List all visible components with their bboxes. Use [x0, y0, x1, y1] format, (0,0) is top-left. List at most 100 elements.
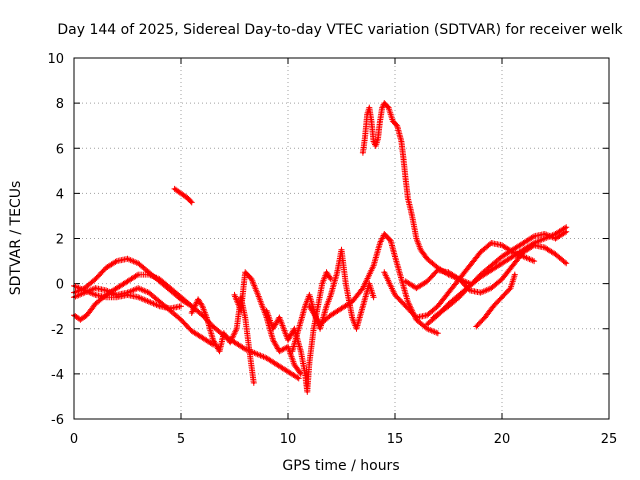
data-point: [425, 257, 429, 261]
data-point: [378, 241, 382, 245]
data-point: [511, 248, 514, 251]
y-tick-label: 6: [56, 142, 64, 157]
data-point: [351, 300, 354, 303]
data-point: [293, 327, 296, 330]
data-point: [393, 293, 397, 297]
data-point: [158, 300, 161, 303]
data-point: [308, 304, 311, 308]
data-point: [303, 372, 307, 376]
data-point: [500, 277, 504, 281]
data-point: [115, 295, 119, 299]
data-point: [543, 232, 546, 236]
data-point: [190, 311, 193, 315]
data-point: [393, 255, 397, 258]
data-point: [126, 293, 129, 297]
data-point: [363, 135, 367, 139]
series-track-e: [171, 185, 195, 206]
data-point: [436, 332, 439, 335]
series-track-l: [381, 240, 538, 321]
series-markers: [289, 246, 377, 355]
series-track-k: [359, 100, 473, 287]
data-point: [372, 264, 375, 267]
y-axis-label: SDTVAR / TECUs: [8, 181, 24, 296]
data-point: [483, 316, 487, 319]
data-point: [378, 119, 382, 123]
data-point: [201, 304, 204, 308]
data-point: [372, 295, 375, 299]
x-tick-label: 15: [387, 432, 404, 447]
data-point: [522, 241, 525, 245]
data-point: [254, 352, 258, 355]
data-point: [286, 338, 290, 342]
grid-lines: [74, 58, 609, 419]
data-point: [419, 248, 422, 251]
data-point: [415, 237, 418, 240]
data-point: [509, 286, 512, 290]
data-point: [137, 295, 140, 299]
data-point: [158, 304, 161, 308]
data-point: [406, 196, 410, 200]
axis-ticks: 0 5 10 15 20 25 -6 -4 -2 0 2 4 6 8 10: [47, 52, 617, 447]
data-point: [543, 246, 546, 249]
y-tick-label: 10: [47, 52, 64, 67]
data-point: [147, 300, 151, 303]
data-point: [286, 370, 290, 373]
data-point: [490, 286, 493, 290]
data-point: [554, 232, 557, 236]
data-point: [179, 192, 183, 195]
data-point: [94, 277, 97, 281]
data-point: [554, 253, 557, 256]
data-point: [147, 291, 151, 294]
data-point: [94, 286, 97, 290]
data-point: [490, 268, 493, 272]
data-point: [436, 304, 439, 308]
data-point: [436, 314, 439, 317]
data-point: [321, 282, 324, 285]
data-point: [325, 304, 328, 308]
x-tick-label: 5: [177, 432, 185, 447]
data-point: [361, 286, 365, 290]
data-point: [318, 323, 322, 326]
data-point: [511, 264, 514, 267]
data-point: [395, 124, 399, 127]
data-point: [522, 250, 525, 254]
data-point: [316, 304, 320, 308]
data-point: [137, 286, 140, 290]
data-point: [490, 241, 493, 245]
data-point: [329, 277, 332, 281]
y-tick-label: 0: [56, 278, 64, 293]
data-point: [370, 119, 373, 123]
data-point: [186, 196, 189, 200]
data-point: [365, 113, 369, 116]
data-point: [415, 286, 418, 290]
data-point: [404, 280, 407, 283]
data-point: [402, 158, 405, 161]
data-point: [137, 273, 140, 276]
data-point: [361, 151, 365, 154]
chart-title: Day 144 of 2025, Sidereal Day-to-day VTE…: [57, 22, 623, 38]
data-point: [235, 327, 238, 330]
data-point: [239, 309, 243, 312]
y-tick-label: -6: [51, 413, 64, 428]
y-tick-label: -4: [51, 368, 64, 383]
data-point: [173, 187, 176, 191]
data-point: [372, 140, 375, 143]
data-point: [248, 350, 251, 353]
data-point: [299, 372, 303, 376]
data-point: [425, 327, 429, 330]
data-point: [376, 138, 380, 141]
data-point: [511, 255, 514, 258]
data-point: [79, 318, 82, 321]
data-point: [303, 304, 307, 308]
data-point: [250, 277, 253, 281]
data-point: [554, 237, 557, 240]
data-point: [479, 291, 482, 294]
data-point: [308, 361, 311, 364]
data-series: [71, 100, 570, 395]
data-point: [406, 300, 410, 303]
data-point: [278, 350, 281, 353]
data-point: [340, 307, 343, 310]
data-point: [383, 271, 386, 274]
data-point: [115, 286, 119, 290]
data-point: [104, 266, 108, 270]
